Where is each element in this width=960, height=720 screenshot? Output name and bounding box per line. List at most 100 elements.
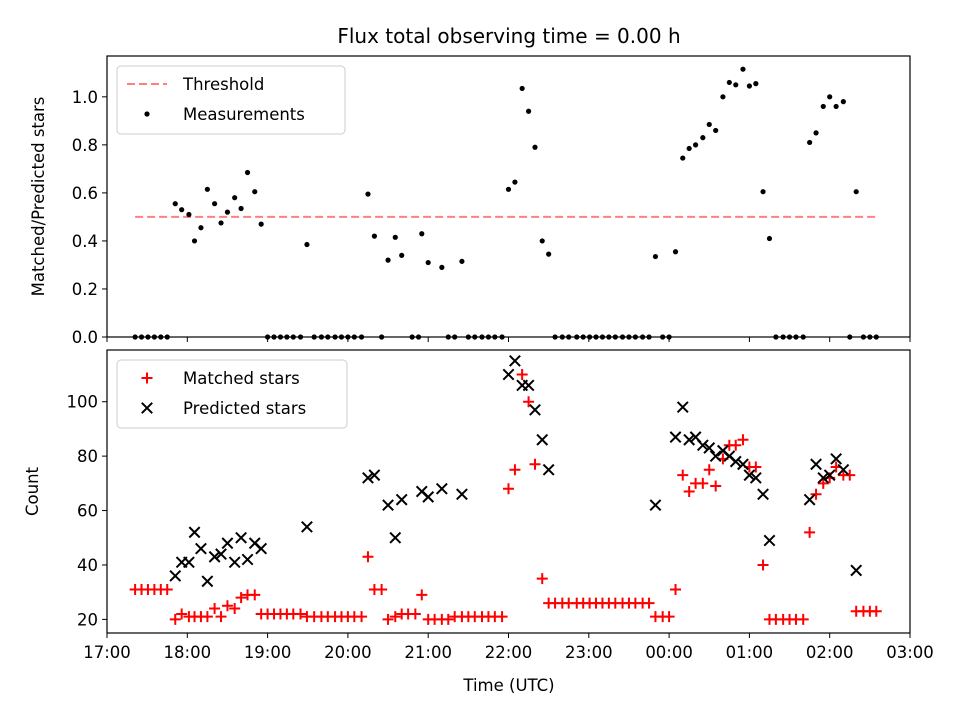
predicted-star-point: [817, 471, 830, 484]
matched-star-point: [870, 605, 882, 617]
predicted-star-point: [649, 499, 662, 512]
measurement-point: [419, 231, 425, 237]
measurement-point: [760, 189, 766, 195]
predicted-star-point: [830, 452, 843, 465]
measurement-point: [813, 130, 819, 136]
x-tick-label: 17:00: [83, 643, 131, 662]
measurement-point: [539, 238, 545, 244]
y-tick-label: 0.6: [72, 184, 98, 203]
y-tick-label: 0.2: [72, 280, 98, 299]
matched-star-point: [295, 608, 307, 620]
axes-frame: [106, 349, 911, 634]
measurement-point: [399, 252, 405, 258]
measurement-point: [820, 103, 826, 110]
y-tick-label: 0.0: [72, 328, 98, 347]
measurement-point: [753, 81, 759, 87]
predicted-star-point: [703, 442, 716, 454]
measurement-point: [512, 179, 518, 185]
predicted-star-point: [683, 433, 696, 446]
matched-star-point: [737, 434, 749, 446]
predicted-star-point: [395, 493, 408, 506]
y-axis-label: Matched/Predicted stars: [29, 97, 48, 297]
predicted-star-point: [837, 463, 850, 476]
matched-star-point: [697, 477, 709, 489]
matched-star-point: [176, 608, 188, 620]
matched-star-point: [710, 480, 722, 492]
matched-star-point: [703, 464, 715, 476]
x-tick-label: 23:00: [565, 643, 613, 662]
matched-star-point: [670, 583, 682, 595]
x-tick-label: 18:00: [164, 643, 212, 662]
predicted-star-point: [382, 499, 394, 512]
predicted-star-point: [422, 491, 435, 503]
predicted-star-point: [255, 542, 268, 555]
y-tick-label: 0.8: [72, 136, 98, 155]
measurement-point: [700, 135, 706, 141]
predicted-star-point: [456, 488, 468, 501]
measurement-point: [304, 241, 310, 248]
legend-label: Threshold: [182, 75, 264, 94]
measurement-point: [853, 189, 859, 195]
matched-star-point: [817, 477, 829, 489]
measurement-point: [204, 186, 210, 192]
matched-star-point: [141, 372, 153, 384]
predicted-star-point: [201, 575, 214, 588]
legend-label: Measurements: [183, 105, 305, 124]
predicted-star-point: [241, 553, 254, 566]
predicted-star-point: [850, 564, 863, 577]
x-tick-label: 20:00: [324, 643, 372, 662]
predicted-star-point: [743, 469, 756, 482]
predicted-star-point: [522, 379, 535, 392]
matched-star-point: [389, 611, 401, 623]
x-tick-label: 02:00: [806, 643, 854, 662]
predicted-star-point: [709, 450, 722, 463]
x-tick-label: 22:00: [485, 643, 533, 662]
matched-star-point: [356, 611, 368, 623]
measurement-point: [186, 211, 192, 218]
measurement-point: [720, 94, 726, 100]
matched-star-point: [221, 600, 233, 612]
matched-star-point: [844, 469, 856, 481]
measurement-point: [827, 94, 833, 100]
matched-star-point: [442, 613, 454, 625]
matched-star-point: [496, 611, 508, 623]
measurement-point: [505, 186, 512, 192]
predicted-star-point: [737, 458, 749, 471]
subplot-1: 0.0 0.2 0.4 0.6 0.8 1.0 Matched/Predicted star…: [29, 55, 911, 347]
matched-star-point: [683, 486, 695, 497]
x-tick-label: 03:00: [886, 643, 934, 662]
predicted-star-point: [208, 550, 221, 563]
predicted-star-point: [435, 482, 448, 495]
x-tick-label: 21:00: [404, 643, 452, 662]
measurement-point: [525, 108, 532, 114]
y-tick-label: 100: [67, 393, 99, 412]
matched-star-point: [235, 592, 247, 604]
measurement-point: [224, 209, 231, 215]
x-axis-label: Time (UTC): [462, 676, 554, 695]
y-tick-label: 80: [77, 447, 98, 466]
measurement-point: [652, 253, 659, 260]
predicted-star-point: [188, 526, 201, 539]
matched-star-point: [382, 613, 394, 625]
matched-star-point: [730, 439, 742, 451]
legend-label: Predicted stars: [183, 399, 306, 418]
predicted-star-point: [823, 469, 836, 482]
matched-star-point: [529, 458, 541, 470]
measurement-point: [692, 142, 699, 148]
measurement-point: [546, 251, 552, 257]
y-axis-label: Count: [23, 466, 42, 516]
measurement-point: [218, 220, 224, 226]
measurement-point: [392, 234, 398, 240]
measurement-point: [439, 264, 445, 270]
measurement-point: [252, 189, 258, 195]
measurement-point: [672, 249, 679, 255]
predicted-star-point: [301, 520, 313, 533]
predicted-star-point: [810, 458, 822, 471]
measurement-point: [459, 258, 465, 264]
matched-star-point: [201, 611, 213, 623]
matched-star-point: [810, 488, 822, 500]
matched-star-point: [797, 613, 809, 625]
measurement-point: [833, 103, 839, 110]
predicted-star-point: [542, 463, 555, 476]
measurement-point: [532, 144, 538, 150]
